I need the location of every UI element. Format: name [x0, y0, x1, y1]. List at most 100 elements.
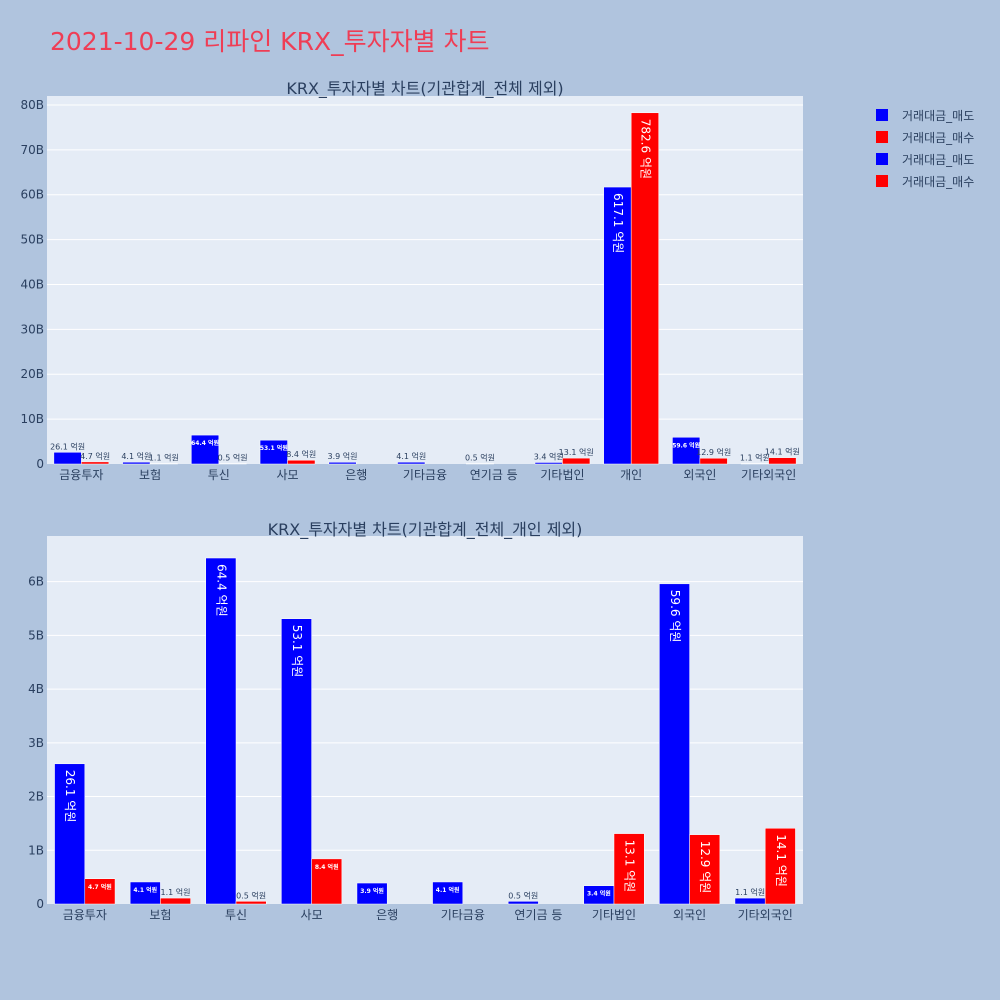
y-tick-label: 4B	[28, 682, 44, 696]
bar	[764, 828, 796, 905]
bar	[507, 901, 539, 905]
legend-swatch-sell	[876, 153, 888, 165]
legend-item[interactable]: 거래대금_매수	[870, 126, 974, 148]
bar-value-label: 4.1 억원	[133, 886, 157, 894]
x-tick-label: 기타금융	[403, 468, 447, 482]
bar-value-label: 64.4 억원	[191, 439, 219, 447]
bar-value-label: 0.5 억원	[236, 890, 266, 900]
bar-value-label: 4.7 억원	[80, 451, 110, 461]
subplot-title: KRX_투자자별 차트(기관합계_전체_개인 제외)	[268, 520, 583, 540]
y-tick-label: 30B	[20, 322, 44, 336]
y-tick-label: 70B	[20, 143, 44, 157]
bar-value-label: 14.1 억원	[774, 834, 788, 887]
y-tick-label: 6B	[28, 575, 44, 589]
bar	[659, 583, 690, 905]
legend-label: 거래대금_매도	[902, 108, 975, 123]
legend-label: 거래대금_매수	[902, 130, 975, 145]
bar-value-label: 617.1 억원	[611, 193, 625, 253]
y-tick-label: 20B	[20, 367, 44, 381]
legend-label: 거래대금_매수	[902, 174, 975, 189]
page-title: 2021-10-29 리파인 KRX_투자자별 차트	[50, 27, 490, 56]
bar-value-label: 4.7 억원	[88, 883, 112, 891]
x-tick-label: 개인	[620, 468, 642, 482]
x-tick-label: 외국인	[683, 468, 716, 482]
x-tick-label: 사모	[301, 908, 323, 922]
x-tick-label: 기타법인	[540, 468, 584, 482]
bar	[328, 461, 357, 465]
x-tick-label: 은행	[345, 467, 367, 482]
x-tick-label: 기타외국인	[741, 468, 796, 482]
bar	[81, 461, 110, 465]
bar	[672, 437, 701, 465]
x-tick-label: 금융투자	[59, 468, 103, 482]
bar-value-label: 1.1 억원	[161, 887, 191, 897]
bar	[768, 457, 797, 465]
x-tick-label: 보험	[149, 908, 171, 922]
bar	[740, 463, 769, 465]
bar	[562, 457, 591, 465]
bar	[734, 897, 766, 905]
bar-value-label: 3.9 억원	[360, 887, 384, 895]
y-tick-label: 3B	[28, 736, 44, 750]
x-tick-label: 기타외국인	[738, 908, 793, 922]
bar	[432, 881, 464, 905]
bar-value-label: 59.6 억원	[668, 590, 682, 643]
plot-area	[47, 96, 803, 464]
x-tick-label: 기타법인	[592, 908, 636, 922]
y-tick-label: 0	[36, 897, 44, 911]
bar-value-label: 782.6 억원	[638, 119, 652, 179]
bar-value-label: 59.6 억원	[672, 441, 700, 449]
bar-value-label: 8.4 억원	[286, 449, 316, 459]
bar-value-label: 14.1 억원	[765, 447, 800, 457]
bar-value-label: 4.1 억원	[396, 451, 426, 461]
x-tick-label: 보험	[139, 468, 161, 482]
legend-swatch-sell	[876, 109, 888, 121]
bar-value-label: 1.1 억원	[740, 453, 770, 463]
bar-value-label: 3.4 억원	[534, 451, 564, 461]
bar	[84, 878, 116, 905]
y-tick-label: 50B	[20, 233, 44, 247]
bar-value-label: 12.9 억원	[698, 841, 712, 894]
bar	[191, 434, 220, 465]
bar-value-label: 0.5 억원	[218, 453, 248, 463]
x-tick-label: 투신	[225, 908, 247, 922]
y-tick-label: 80B	[20, 98, 44, 112]
bar	[689, 834, 721, 905]
x-tick-label: 은행	[376, 907, 398, 922]
bar	[630, 112, 659, 465]
y-tick-label: 0	[36, 457, 44, 471]
legend-item[interactable]: 거래대금_매수	[870, 170, 974, 192]
y-tick-label: 1B	[28, 843, 44, 857]
x-tick-label: 금융투자	[63, 908, 107, 922]
bar-value-label: 53.1 억원	[260, 444, 288, 452]
bar-value-label: 53.1 억원	[290, 625, 304, 678]
bar-value-label: 13.1 억원	[559, 447, 594, 457]
bar-value-label: 12.9 억원	[696, 447, 731, 457]
bar	[149, 463, 178, 465]
legend: 거래대금_매도 거래대금_매수 거래대금_매도 거래대금_매수	[870, 104, 974, 192]
bar-value-label: 3.9 억원	[328, 451, 358, 461]
y-tick-label: 10B	[20, 412, 44, 426]
bar	[235, 901, 267, 905]
bar-value-label: 4.1 억원	[436, 886, 460, 894]
bar	[218, 463, 247, 465]
subplot-title: KRX_투자자별 차트(기관합계_전체 제외)	[286, 79, 563, 99]
x-tick-label: 외국인	[673, 908, 706, 922]
bar	[205, 557, 237, 905]
bar-value-label: 26.1 억원	[63, 770, 77, 823]
x-tick-label: 투신	[208, 468, 230, 482]
legend-item[interactable]: 거래대금_매도	[870, 148, 974, 170]
x-tick-label: 기타금융	[441, 908, 485, 922]
bar-value-label: 0.5 억원	[465, 453, 495, 463]
x-tick-label: 연기금 등	[470, 468, 518, 482]
bar	[129, 881, 161, 905]
bar	[287, 459, 316, 465]
y-tick-label: 5B	[28, 628, 44, 642]
bar	[603, 186, 632, 465]
bar	[122, 461, 151, 465]
bar	[311, 858, 343, 905]
bar	[53, 452, 82, 465]
legend-item[interactable]: 거래대금_매도	[870, 104, 974, 126]
y-tick-label: 60B	[20, 188, 44, 202]
